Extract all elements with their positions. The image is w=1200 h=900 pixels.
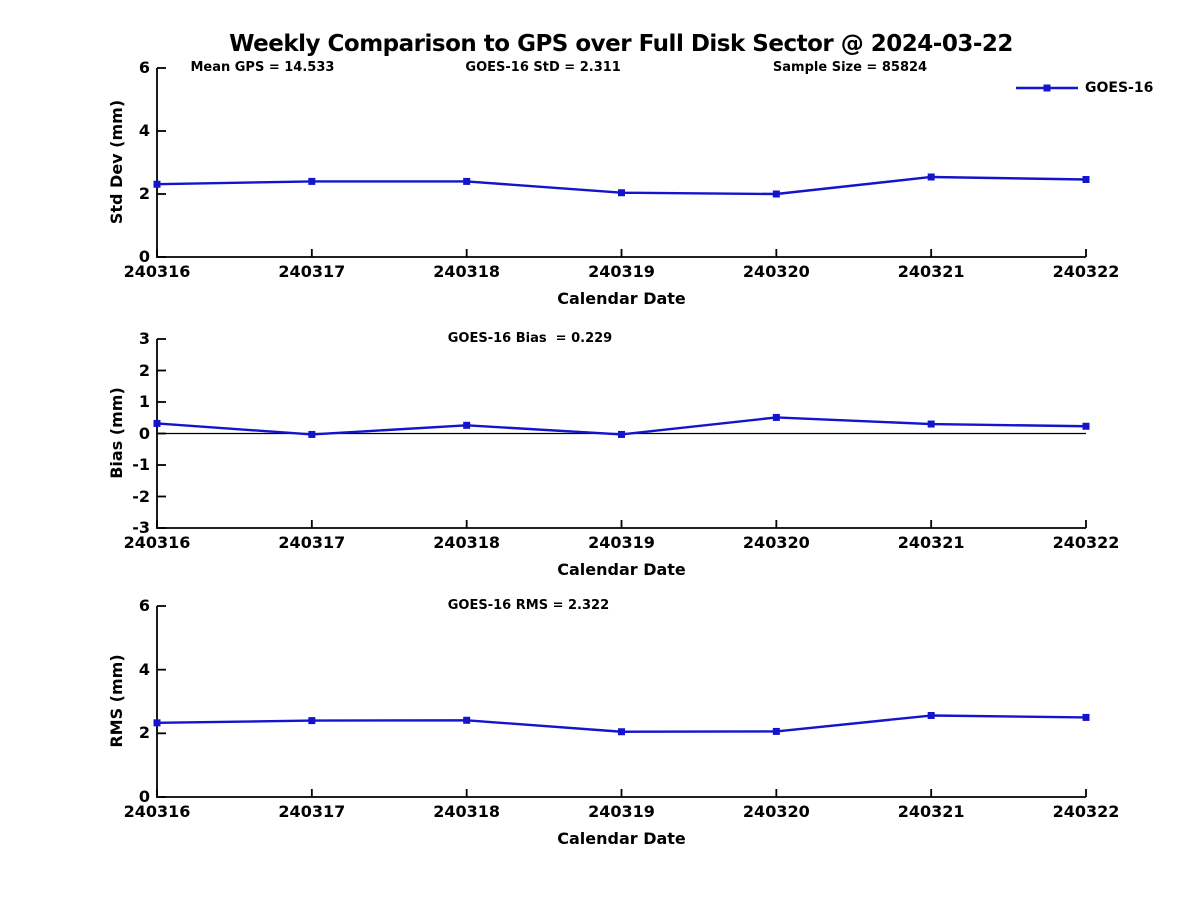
y-tick-label: -3 bbox=[132, 518, 150, 537]
data-point-marker bbox=[308, 430, 316, 438]
x-tick-label: 240317 bbox=[278, 533, 346, 552]
y-tick-label: 0 bbox=[138, 247, 150, 266]
x-tick-label: 240321 bbox=[897, 533, 965, 552]
x-tick-label: 240318 bbox=[433, 533, 501, 552]
y-tick-label: 6 bbox=[138, 596, 150, 615]
data-point-marker bbox=[463, 177, 471, 185]
subplot-std-dev bbox=[153, 67, 1090, 258]
annotation: Sample Size = 85824 bbox=[772, 60, 928, 75]
data-point-marker bbox=[463, 716, 471, 724]
x-tick-label: 240320 bbox=[742, 533, 810, 552]
x-tick-label: 240322 bbox=[1052, 802, 1120, 821]
x-tick-label: 240320 bbox=[742, 262, 810, 281]
x-tick-label: 240319 bbox=[588, 533, 655, 552]
figure-title: Weekly Comparison to GPS over Full Disk … bbox=[229, 31, 1013, 57]
x-tick-label: 240322 bbox=[1052, 262, 1120, 281]
data-point-marker bbox=[463, 421, 471, 429]
y-tick-label: 2 bbox=[138, 360, 150, 380]
annotation: Mean GPS = 14.533 bbox=[190, 60, 335, 75]
data-point-marker bbox=[772, 190, 780, 198]
y-tick-label: 3 bbox=[138, 329, 150, 348]
data-point-marker bbox=[772, 413, 780, 421]
data-point-marker bbox=[308, 177, 316, 185]
legend bbox=[1016, 84, 1078, 92]
y-tick-label: -1 bbox=[132, 455, 150, 474]
x-tick-label: 240321 bbox=[897, 262, 965, 281]
data-point-marker bbox=[618, 189, 625, 197]
y-tick-label: 4 bbox=[138, 659, 150, 679]
annotation: GOES-16 RMS = 2.322 bbox=[447, 598, 610, 613]
data-point-marker bbox=[153, 719, 161, 727]
x-tick-label: 240316 bbox=[123, 533, 191, 552]
y-axis-label: RMS (mm) bbox=[107, 653, 126, 748]
subplot-rms bbox=[153, 605, 1090, 798]
data-point-marker bbox=[153, 180, 161, 188]
x-axis-label: Calendar Date bbox=[557, 289, 686, 308]
x-tick-label: 240318 bbox=[433, 802, 501, 821]
y-tick-label: 2 bbox=[138, 184, 150, 203]
y-axis-label: Bias (mm) bbox=[107, 386, 126, 479]
y-tick-label: 4 bbox=[138, 121, 150, 140]
y-tick-label: 2 bbox=[138, 723, 150, 743]
x-tick-label: 240319 bbox=[588, 802, 655, 821]
legend-label: GOES-16 bbox=[1085, 80, 1154, 96]
x-tick-label: 240317 bbox=[278, 802, 346, 821]
data-point-marker bbox=[927, 173, 935, 181]
data-point-marker bbox=[927, 712, 935, 720]
data-point-marker bbox=[308, 717, 316, 725]
data-point-marker bbox=[927, 420, 935, 428]
x-axis-label: Calendar Date bbox=[557, 560, 686, 579]
legend-marker bbox=[1043, 84, 1051, 92]
y-tick-label: 0 bbox=[138, 423, 150, 443]
data-point-marker bbox=[618, 430, 625, 438]
x-tick-label: 240318 bbox=[433, 262, 501, 281]
data-point-marker bbox=[772, 727, 780, 735]
y-tick-label: -2 bbox=[132, 486, 150, 506]
annotation: GOES-16 StD = 2.311 bbox=[465, 60, 621, 75]
data-point-marker bbox=[618, 728, 625, 736]
x-tick-label: 240322 bbox=[1052, 533, 1120, 552]
x-tick-label: 240316 bbox=[123, 262, 191, 281]
data-point-marker bbox=[1082, 176, 1090, 184]
x-tick-label: 240316 bbox=[123, 802, 191, 821]
x-tick-label: 240321 bbox=[897, 802, 965, 821]
subplot-bias bbox=[153, 338, 1090, 529]
data-point-marker bbox=[1082, 422, 1090, 430]
x-tick-label: 240320 bbox=[742, 802, 810, 821]
x-tick-label: 240319 bbox=[588, 262, 655, 281]
y-tick-label: 1 bbox=[138, 392, 150, 411]
annotation: GOES-16 Bias = 0.229 bbox=[447, 331, 613, 346]
x-tick-label: 240317 bbox=[278, 262, 346, 281]
data-point-marker bbox=[1082, 713, 1090, 721]
y-axis-label: Std Dev (mm) bbox=[107, 99, 126, 224]
data-point-marker bbox=[153, 419, 161, 427]
y-tick-label: 0 bbox=[138, 787, 150, 806]
x-axis-label: Calendar Date bbox=[557, 829, 686, 848]
y-tick-label: 6 bbox=[138, 58, 150, 77]
